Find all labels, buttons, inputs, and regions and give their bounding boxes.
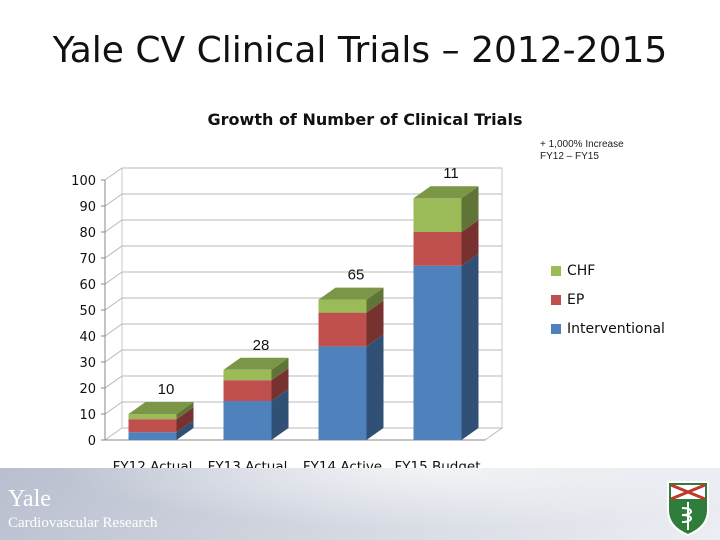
bar-segment-side (461, 186, 479, 232)
bar-segment (413, 265, 462, 440)
bar-top-face (223, 357, 289, 370)
y-tick-label: 20 (79, 382, 96, 397)
gridline (104, 167, 502, 181)
bar-segment (413, 198, 462, 232)
y-tick-label: 80 (79, 226, 96, 241)
y-tick-label: 90 (79, 200, 96, 215)
bar-segment (223, 369, 272, 381)
bar-segment-side (176, 420, 194, 440)
bar-top-face (318, 287, 384, 300)
legend-swatch (551, 265, 561, 276)
bar-segment (223, 401, 272, 440)
bar-total-label: 10 (158, 381, 175, 398)
chart-title: Growth of Number of Clinical Trials (207, 110, 523, 129)
y-tick-label: 100 (71, 174, 96, 189)
legend-label: CHF (567, 262, 596, 279)
legend-swatch (551, 323, 561, 334)
legend-item: Interventional (551, 314, 665, 343)
legend-label: EP (567, 291, 585, 308)
bar-total-label: 11 (443, 165, 459, 182)
legend-item: EP (551, 285, 665, 314)
y-tick-label: 70 (79, 252, 96, 267)
gridline (104, 193, 502, 207)
legend-swatch (551, 294, 561, 305)
bar-segment (128, 419, 177, 433)
legend-item: CHF (551, 256, 665, 285)
gridline (104, 219, 502, 233)
bar-segment-side (366, 334, 384, 440)
gridline (104, 271, 502, 285)
bar-segment-side (461, 253, 479, 440)
bar-total-label: 28 (253, 337, 270, 354)
bar-top-face (128, 402, 194, 414)
y-tick-label: 50 (79, 304, 96, 319)
gridline (104, 245, 502, 259)
bar-segment-side (176, 407, 194, 433)
chart-legend: CHF EP Interventional (551, 256, 665, 343)
bar-segment-side (176, 402, 194, 420)
footer-banner: Yale Cardiovascular Research (0, 468, 720, 540)
bar-segment-side (366, 300, 384, 347)
bar-segment-side (461, 220, 479, 266)
y-tick-label: 0 (88, 434, 96, 449)
bar-segment-side (271, 389, 289, 440)
increase-annotation: + 1,000% Increase FY12 – FY15 (540, 139, 624, 163)
slide-title: Yale CV Clinical Trials – 2012-2015 (52, 30, 668, 71)
bar-segment-side (271, 368, 289, 401)
y-tick-label: 40 (79, 330, 96, 345)
bar-segment (128, 432, 177, 440)
bar-top-face (413, 186, 479, 199)
bar-segment (318, 346, 367, 440)
cardiovascular-research-logo-text: Cardiovascular Research (8, 515, 158, 531)
bar-segment-side (366, 287, 384, 313)
bar-segment (223, 380, 272, 401)
footer-glow (0, 468, 720, 540)
annotation-line-2: FY12 – FY15 (540, 151, 599, 162)
y-tick-label: 30 (79, 356, 96, 371)
bar-segment (128, 414, 177, 420)
y-tick-label: 60 (79, 278, 96, 293)
bar-segment-side (271, 357, 289, 381)
bar-segment (413, 232, 462, 266)
annotation-line-1: + 1,000% Increase (540, 139, 624, 150)
y-tick-label: 10 (79, 408, 96, 423)
bar-segment (318, 299, 367, 313)
bar-total-label: 65 (348, 267, 365, 284)
bar-segment (318, 312, 367, 347)
yale-shield-crest-icon (667, 481, 709, 536)
yale-logo-text: Yale (8, 486, 51, 512)
legend-label: Interventional (567, 320, 665, 337)
